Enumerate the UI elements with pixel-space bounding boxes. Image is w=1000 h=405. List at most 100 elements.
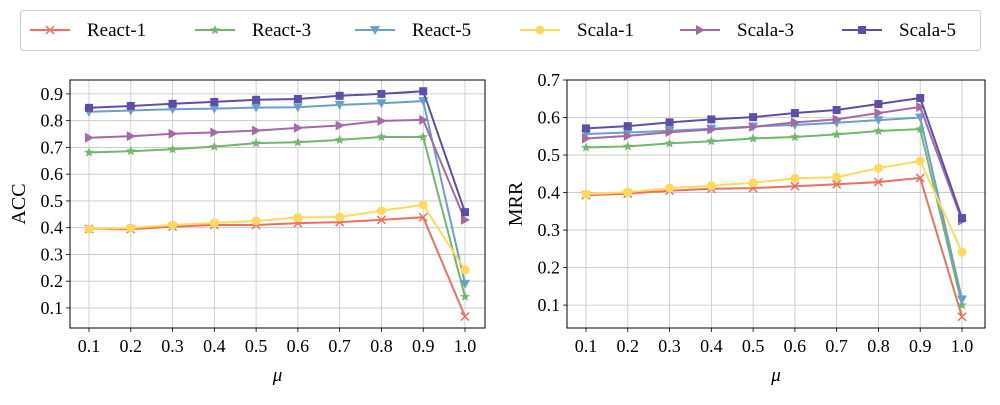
data-point bbox=[334, 100, 345, 110]
data-point bbox=[790, 181, 800, 191]
series-line bbox=[585, 128, 963, 306]
y-tick-label: 0.2 bbox=[41, 271, 64, 291]
x-tick-label: 0.9 bbox=[909, 336, 932, 356]
series-react-3 bbox=[581, 123, 967, 310]
legend-marker-circle-icon bbox=[535, 25, 545, 35]
data-point bbox=[334, 134, 345, 145]
data-point bbox=[749, 121, 759, 132]
legend-label: Scala-3 bbox=[737, 20, 794, 41]
data-point bbox=[210, 127, 220, 138]
data-point bbox=[916, 94, 925, 103]
data-point bbox=[293, 94, 302, 103]
x-tick-label: 0.5 bbox=[245, 336, 268, 356]
series-react-1 bbox=[581, 173, 967, 322]
data-point bbox=[335, 212, 345, 222]
series-line bbox=[88, 118, 466, 221]
data-point bbox=[581, 189, 591, 199]
x-tick-label: 0.2 bbox=[617, 336, 640, 356]
data-point bbox=[749, 113, 758, 122]
data-point bbox=[665, 118, 674, 127]
x-tick-label: 0.1 bbox=[575, 336, 598, 356]
legend-label: Scala-1 bbox=[577, 20, 634, 41]
data-point bbox=[209, 104, 220, 114]
data-point bbox=[293, 213, 303, 223]
data-point bbox=[125, 145, 136, 156]
data-point bbox=[168, 220, 178, 230]
legend-label: React-5 bbox=[412, 20, 471, 41]
x-tick-label: 0.9 bbox=[412, 336, 435, 356]
data-point bbox=[582, 133, 591, 144]
data-point bbox=[126, 223, 136, 233]
x-tick-label: 0.2 bbox=[120, 336, 143, 356]
data-point bbox=[789, 131, 800, 142]
x-tick-label: 0.6 bbox=[784, 336, 807, 356]
series-line bbox=[585, 176, 963, 317]
data-point bbox=[581, 142, 591, 152]
data-point bbox=[958, 214, 966, 223]
data-point bbox=[209, 141, 220, 151]
data-point bbox=[916, 102, 926, 113]
data-point bbox=[377, 115, 387, 126]
series-line bbox=[585, 105, 963, 222]
data-point bbox=[748, 133, 759, 143]
series-line bbox=[88, 216, 466, 317]
x-tick-label: 0.6 bbox=[287, 336, 310, 356]
legend-item-react-1: React-1 bbox=[30, 20, 146, 41]
data-point bbox=[790, 109, 799, 118]
data-point bbox=[292, 103, 303, 113]
data-point bbox=[461, 214, 470, 225]
data-point bbox=[622, 128, 633, 138]
data-point bbox=[623, 130, 633, 141]
x-tick-label: 0.4 bbox=[203, 336, 226, 356]
x-axis-label: μ bbox=[272, 365, 283, 386]
x-tick-label: 0.4 bbox=[700, 336, 723, 356]
series-line bbox=[88, 203, 466, 271]
data-point bbox=[915, 123, 926, 134]
series-scala-5 bbox=[85, 87, 469, 217]
y-tick-label: 0.6 bbox=[538, 108, 561, 128]
series-line bbox=[585, 96, 963, 219]
data-point bbox=[706, 181, 716, 191]
y-tick-label: 0.3 bbox=[538, 220, 561, 240]
data-point bbox=[85, 103, 93, 112]
legend-item-react-3: React-3 bbox=[195, 20, 311, 41]
data-point bbox=[873, 125, 884, 136]
plot-frame bbox=[566, 79, 986, 329]
data-point bbox=[376, 206, 386, 216]
y-axis-label: MRR bbox=[505, 181, 527, 226]
data-point bbox=[665, 127, 675, 138]
legend-item-scala-1: Scala-1 bbox=[520, 20, 634, 41]
y-tick-label: 0.4 bbox=[538, 183, 561, 203]
data-point bbox=[167, 144, 178, 154]
x-tick-label: 0.8 bbox=[867, 336, 890, 356]
data-point bbox=[168, 99, 177, 108]
data-point bbox=[460, 265, 470, 275]
y-tick-label: 0.7 bbox=[41, 137, 64, 157]
plot-frame bbox=[69, 79, 486, 329]
x-tick-label: 0.3 bbox=[658, 336, 681, 356]
x-tick-label: 0.7 bbox=[328, 336, 351, 356]
data-point bbox=[335, 120, 345, 131]
data-point bbox=[376, 99, 387, 109]
data-point bbox=[582, 124, 590, 133]
x-tick-label: 0.5 bbox=[742, 336, 765, 356]
data-point bbox=[622, 141, 633, 151]
data-point bbox=[210, 97, 219, 106]
legend-marker-x-icon bbox=[45, 25, 55, 35]
legend-item-scala-3: Scala-3 bbox=[680, 20, 794, 41]
acc-chart: 0.1 0.2 0.3 0.4 0.5 0.6 0.7 0.8 0.9 1.0 0.1 0.2 0.3 0… bbox=[8, 79, 486, 386]
series-react-1 bbox=[84, 212, 470, 322]
legend-label: React-1 bbox=[87, 20, 146, 41]
data-point bbox=[623, 122, 632, 131]
y-tick-label: 0.1 bbox=[538, 295, 561, 315]
data-point bbox=[832, 106, 841, 115]
legend-marker-triangle-right-icon bbox=[696, 25, 705, 35]
data-point bbox=[832, 179, 842, 189]
series-scala-1 bbox=[84, 200, 470, 275]
data-point bbox=[957, 312, 967, 322]
data-point bbox=[707, 115, 716, 124]
data-point bbox=[460, 291, 470, 301]
data-point bbox=[873, 116, 884, 126]
data-point bbox=[832, 114, 842, 125]
